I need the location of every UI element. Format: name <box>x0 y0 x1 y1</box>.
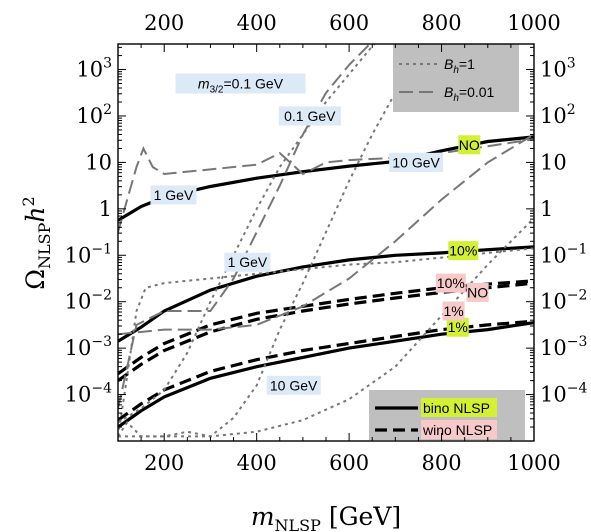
annotation-label-6: NO <box>459 137 480 153</box>
y-tick-label-right: 103 <box>76 56 112 82</box>
legend-top-box <box>393 44 519 112</box>
annotation-bg-11 <box>442 301 465 321</box>
annotation-label-9: 10% <box>437 275 465 291</box>
annotation-bg-8 <box>446 317 469 337</box>
y-tick-label-right: 10−3 <box>65 334 112 360</box>
annotation-bg-5 <box>266 375 321 395</box>
y-tick-label-right: 10−4 <box>65 381 112 407</box>
x-tick-label-top: 200 <box>144 11 184 35</box>
series-line-11 <box>118 44 376 424</box>
x-tick-label-top: 400 <box>237 11 277 35</box>
y-tick-label-left: 10−1 <box>540 241 587 267</box>
annotation-bg-10 <box>466 282 489 302</box>
y-tick-label-right: 10−2 <box>65 288 112 314</box>
series-line-8 <box>118 44 372 409</box>
y-tick-label-left: 1 <box>540 197 553 221</box>
legend-top-label-2: Bh=0.01 <box>444 84 495 104</box>
axis-labels: mNLSP [GeV] ΩNLSPh2 <box>19 196 401 532</box>
x-tick-label-bottom: 1000 <box>507 451 560 475</box>
x-axis-label: mNLSP [GeV] <box>251 502 401 532</box>
x-tick-label-bottom: 400 <box>237 451 277 475</box>
annotation-bg-4 <box>389 152 444 172</box>
series-line-13 <box>118 217 534 438</box>
y-tick-label-right: 102 <box>76 102 112 128</box>
annotation-label-11: 1% <box>443 303 463 319</box>
annotation-label-2: 1 GeV <box>228 254 268 270</box>
annotation-label-3: 0.1 GeV <box>284 108 336 124</box>
annotation-bg-6 <box>458 135 481 155</box>
y-tick-label-right: 10 <box>85 150 112 174</box>
legend-top-label-1: Bh=1 <box>444 56 475 76</box>
gravitino-mass-label-bg <box>175 73 306 94</box>
y-tick-label-left: 103 <box>540 56 576 82</box>
legend-bottom-label-1: bino NLSP <box>423 400 490 416</box>
series-line-9 <box>118 133 534 336</box>
series-line-5 <box>118 319 534 422</box>
annotation-bg-3 <box>278 106 341 126</box>
annotation-label-10: NO <box>467 284 488 300</box>
legend-bottom-label-bg-2 <box>421 420 497 439</box>
annotation-bg-1 <box>150 185 197 205</box>
gravitino-mass-label: m3/2=0.1 GeV <box>198 75 284 95</box>
y-tick-label-left: 10−3 <box>540 334 587 360</box>
y-tick-label-right: 10−1 <box>65 241 112 267</box>
x-tick-label-top: 600 <box>329 11 369 35</box>
series-line-4 <box>118 281 534 382</box>
x-tick-label-top: 800 <box>422 11 462 35</box>
y-axis-label: ΩNLSPh2 <box>19 196 54 289</box>
y-tick-label-left: 10−2 <box>540 288 587 314</box>
series-line-10 <box>118 247 534 437</box>
y-tick-label-left: 10 <box>540 150 567 174</box>
legend-bottom-label-2: wino NLSP <box>422 422 492 438</box>
legend-layer: Bh=1 Bh=0.01 bino NLSP wino NLSP <box>369 44 525 440</box>
x-tick-label-bottom: 600 <box>329 451 369 475</box>
annotation-label-1: 1 GeV <box>154 187 194 203</box>
x-tick-label-bottom: 800 <box>422 451 462 475</box>
annotation-bg-9 <box>435 273 466 293</box>
y-tick-label-left: 102 <box>540 102 576 128</box>
annotation-bg-2 <box>224 252 271 272</box>
annotation-label-5: 10 GeV <box>270 377 318 393</box>
ticks-layer: 200 200 400 400 600 600 800 800 1000 1000 10−4 10−4… <box>65 11 588 475</box>
annotation-label-7: 10% <box>449 243 477 259</box>
legend-bottom-label-bg-1 <box>421 398 497 417</box>
annotation-label-4: 10 GeV <box>392 154 440 170</box>
y-tick-label-right: 1 <box>99 197 112 221</box>
annotation-bg-7 <box>448 241 479 261</box>
y-tick-label-left: 10−4 <box>540 381 587 407</box>
annotation-label-8: 1% <box>448 319 468 335</box>
x-tick-label-bottom: 200 <box>144 451 184 475</box>
x-tick-label-top: 1000 <box>507 11 560 35</box>
